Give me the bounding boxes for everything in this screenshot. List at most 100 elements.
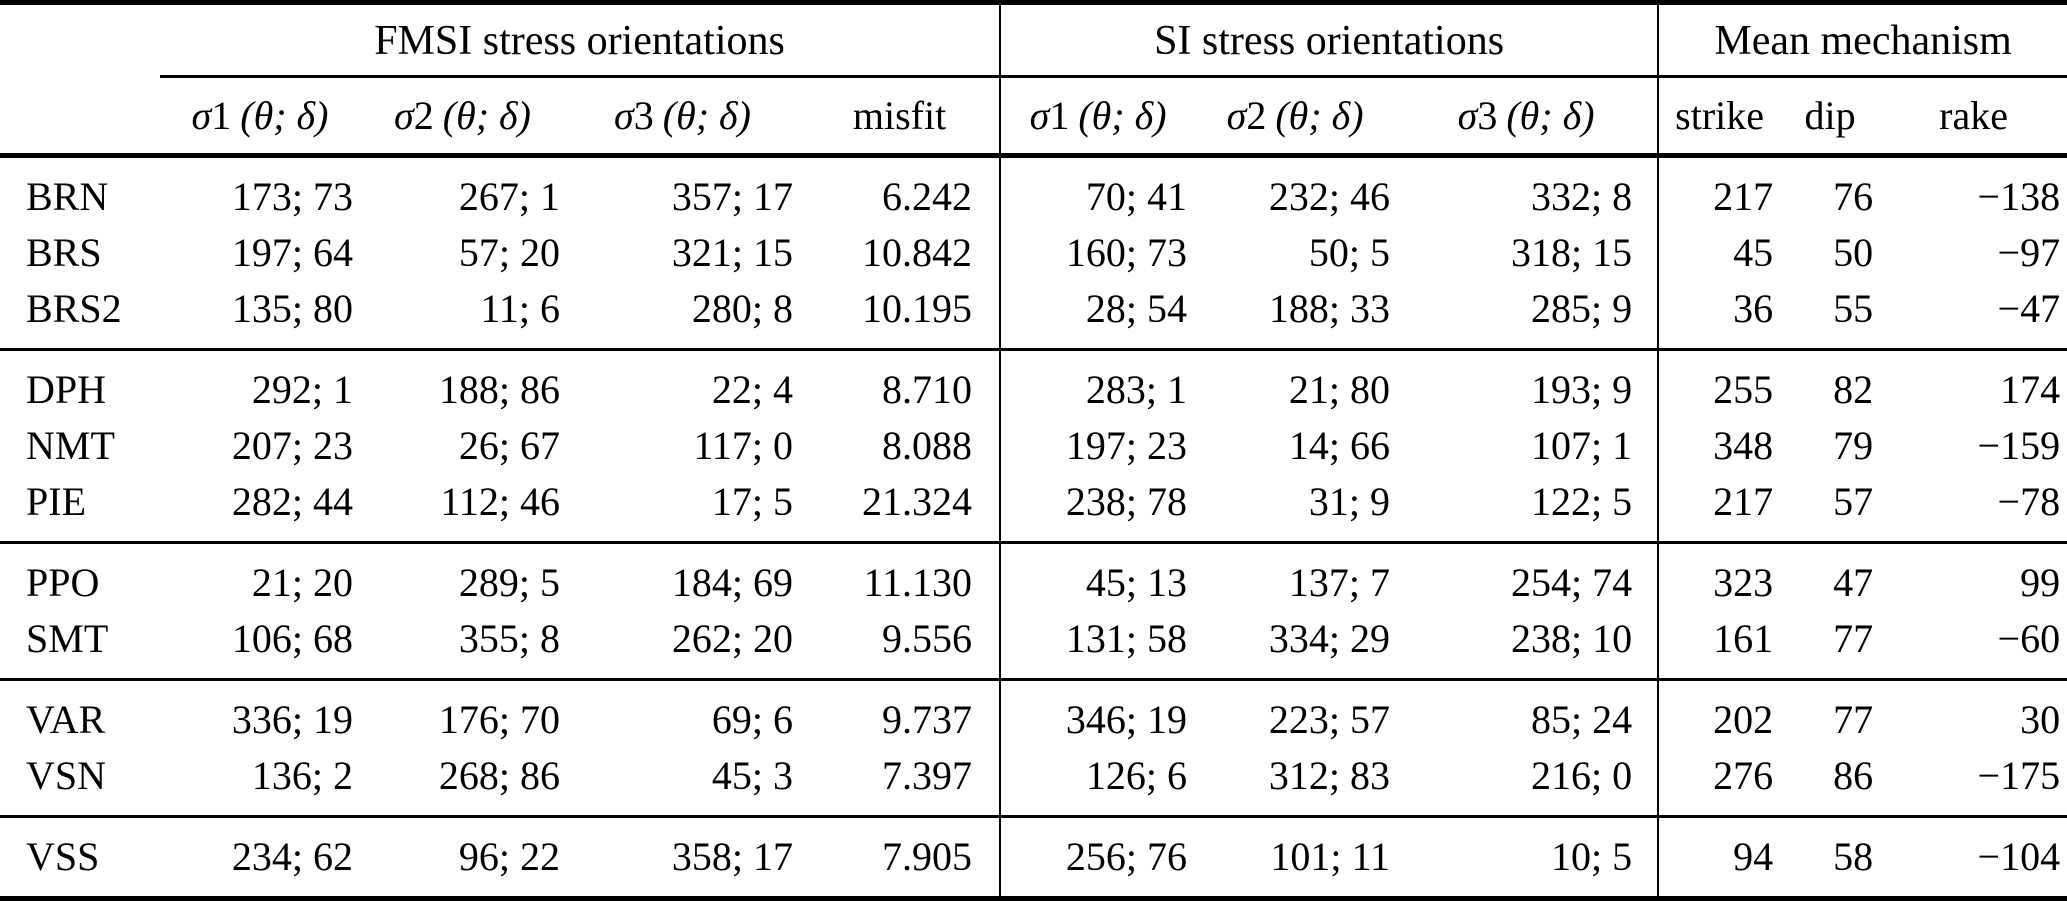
value-cell: 85; 24	[1395, 679, 1660, 748]
station-cell: PIE	[26, 479, 86, 524]
table-row: SMT 106; 68 355; 8 262; 20 9.556 131; 58 334; …	[0, 611, 2067, 680]
value-cell: 292; 1	[251, 367, 353, 412]
col-header-misfit: misfit	[800, 76, 1002, 158]
col-header-strike: strike	[1658, 76, 1781, 158]
value-cell: 197; 23	[1065, 423, 1188, 468]
sigma-args: (θ; δ)	[240, 93, 329, 138]
value-cell: 7.397	[800, 748, 1002, 817]
group-header-mean-mechanism: Mean mechanism	[1658, 0, 2067, 78]
value-cell: 30	[2020, 697, 2061, 742]
value-cell: 11; 6	[480, 286, 560, 331]
value-cell: 223; 57	[1268, 697, 1391, 742]
value-cell: 282; 44	[231, 479, 353, 524]
col-header-rake: rake	[1880, 76, 2067, 158]
column-header-row: σ1 (θ; δ) σ2 (θ; δ) σ3 (θ; δ) misfit σ1 (θ; …	[0, 76, 2067, 158]
value-cell: 36	[1733, 286, 1774, 331]
table-row: NMT 207; 23 26; 67 117; 0 8.088 197; 23 14; 66…	[0, 418, 2067, 474]
value-cell: 262; 20	[671, 616, 793, 661]
value-cell: 126; 6	[1085, 753, 1188, 798]
group-header-row: FMSI stress orientations SI stress orien…	[0, 0, 2067, 78]
sigma-args: (θ; δ)	[1078, 93, 1167, 138]
value-cell: 357; 17	[671, 174, 793, 219]
value-cell: 254; 74	[1395, 542, 1660, 611]
value-cell: 355; 8	[458, 616, 560, 661]
value-cell: 122; 5	[1395, 474, 1660, 543]
value-cell: 184; 69	[671, 560, 793, 605]
value-cell: 96; 22	[458, 834, 560, 879]
value-cell: 106; 68	[231, 616, 353, 661]
sigma-index: 3	[1477, 93, 1498, 138]
value-cell: 45; 13	[1085, 560, 1188, 605]
value-cell: 197; 64	[231, 230, 353, 275]
value-cell: 207; 23	[231, 423, 353, 468]
value-cell: 14; 66	[1288, 423, 1391, 468]
value-cell: 7.905	[800, 816, 1002, 899]
table-row: BRS2 135; 80 11; 6 280; 8 10.195 28; 54 188; 3…	[0, 281, 2067, 350]
table-row: PPO 21; 20 289; 5 184; 69 11.130 45; 13 137; 7…	[0, 542, 2067, 611]
sigma-index: 1	[1049, 93, 1070, 138]
value-cell: 268; 86	[438, 753, 560, 798]
value-cell: 318; 15	[1395, 225, 1660, 281]
sigma-args: (θ; δ)	[442, 93, 531, 138]
value-cell: 173; 73	[231, 174, 353, 219]
value-cell: 234; 62	[231, 834, 353, 879]
value-cell: 238; 10	[1395, 611, 1660, 680]
sigma-args: (θ; δ)	[1506, 93, 1595, 138]
value-cell: 238; 78	[1065, 479, 1188, 524]
value-cell: 82	[1833, 367, 1874, 412]
value-cell: 50; 5	[1308, 230, 1391, 275]
table-row: VSN 136; 2 268; 86 45; 3 7.397 126; 6 312; 83 2…	[0, 748, 2067, 817]
station-cell: VSN	[26, 753, 107, 798]
group-header-fmsi: FMSI stress orientations	[160, 0, 1002, 78]
value-cell: 358; 17	[671, 834, 793, 879]
table-header: FMSI stress orientations SI stress orien…	[0, 0, 2067, 158]
value-cell: −60	[1997, 616, 2061, 661]
value-cell: 77	[1833, 616, 1874, 661]
table-row: VSS 234; 62 96; 22 358; 17 7.905 256; 76 101; …	[0, 816, 2067, 899]
sigma-index: 2	[413, 93, 434, 138]
station-cell: VAR	[26, 697, 106, 742]
value-cell: 255	[1713, 367, 1774, 412]
station-cell: BRS	[26, 230, 102, 275]
sigma-index: 1	[211, 93, 232, 138]
station-cell: BRS2	[26, 286, 122, 331]
row-group: VSS 234; 62 96; 22 358; 17 7.905 256; 76 101; …	[0, 816, 2067, 899]
sigma-symbol: σ	[614, 93, 634, 138]
value-cell: 21; 20	[251, 560, 353, 605]
sigma-symbol: σ	[1029, 93, 1050, 138]
station-column-header	[0, 76, 160, 158]
value-cell: −138	[1977, 174, 2061, 219]
value-cell: 31; 9	[1308, 479, 1391, 524]
value-cell: 346; 19	[1065, 697, 1188, 742]
value-cell: −78	[1997, 479, 2061, 524]
value-cell: 77	[1833, 697, 1874, 742]
table-row: BRS 197; 64 57; 20 321; 15 10.842 160; 73 50; …	[0, 225, 2067, 281]
sigma-args: (θ; δ)	[662, 93, 751, 138]
station-cell: BRN	[26, 174, 109, 219]
value-cell: 135; 80	[231, 286, 353, 331]
table-row: VAR 336; 19 176; 70 69; 6 9.737 346; 19 223; 5…	[0, 679, 2067, 748]
col-header-si-sigma3: σ3 (θ; δ)	[1395, 76, 1660, 158]
value-cell: 174	[2000, 367, 2061, 412]
sigma-index: 2	[1246, 93, 1267, 138]
value-cell: 332; 8	[1395, 155, 1660, 225]
value-cell: 321; 15	[671, 230, 793, 275]
group-header-si: SI stress orientations	[1000, 0, 1660, 78]
value-cell: 57	[1833, 479, 1874, 524]
value-cell: 217	[1713, 479, 1774, 524]
value-cell: 117; 0	[693, 423, 793, 468]
sigma-args: (θ; δ)	[1275, 93, 1364, 138]
value-cell: 26; 67	[458, 423, 560, 468]
value-cell: −175	[1977, 753, 2061, 798]
row-group: VAR 336; 19 176; 70 69; 6 9.737 346; 19 223; 5…	[0, 679, 2067, 817]
value-cell: 94	[1733, 834, 1774, 879]
station-cell: SMT	[26, 616, 109, 661]
value-cell: 193; 9	[1395, 349, 1660, 418]
value-cell: 10.195	[800, 281, 1002, 350]
value-cell: 137; 7	[1288, 560, 1391, 605]
value-cell: 8.710	[800, 349, 1002, 418]
value-cell: 283; 1	[1085, 367, 1188, 412]
value-cell: 336; 19	[231, 697, 353, 742]
table-row: BRN 173; 73 267; 1 357; 17 6.242 70; 41 232; 4…	[0, 155, 2067, 225]
value-cell: 21.324	[800, 474, 1002, 543]
